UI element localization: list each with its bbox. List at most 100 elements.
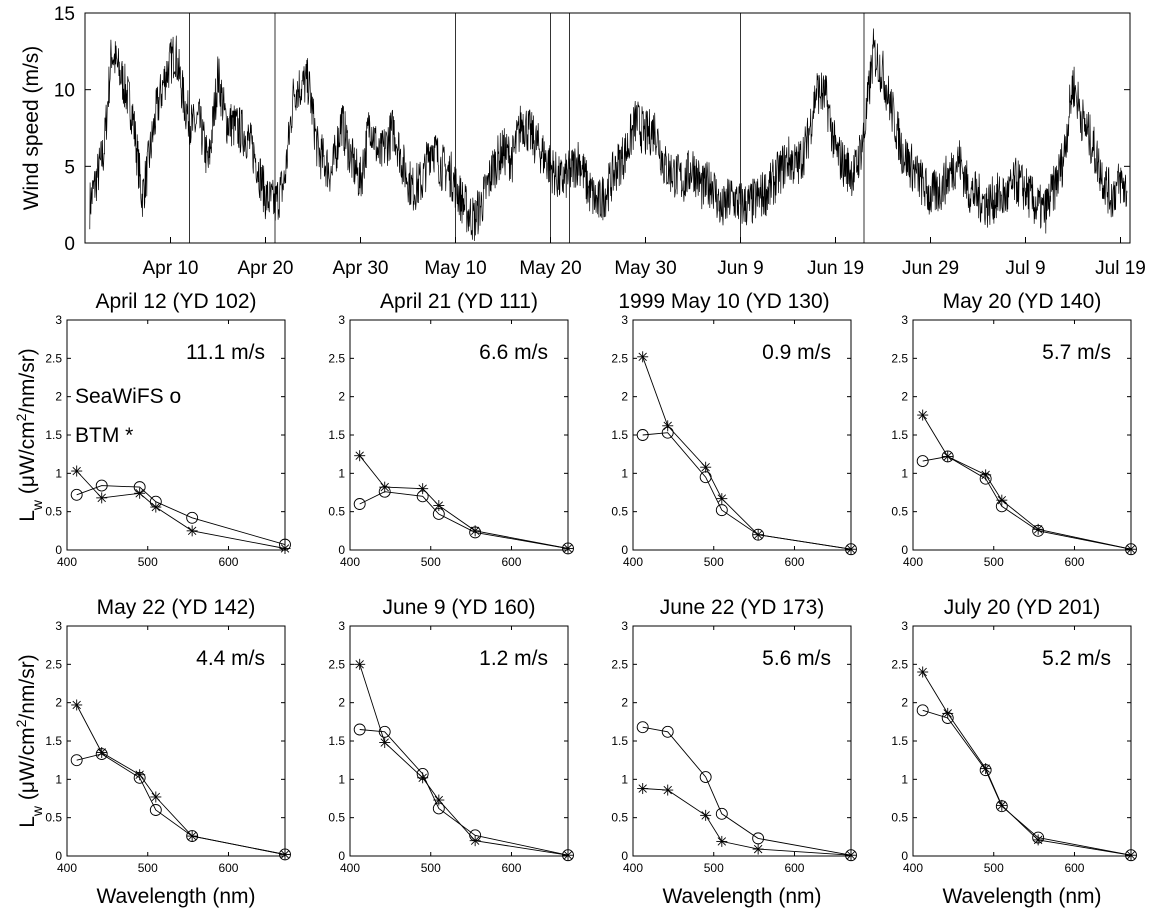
x-axis-label: Wavelength (nm) [96,885,255,908]
seawifs-point [661,725,674,738]
y-tick-label: 0 [338,543,345,557]
btm-point [845,849,857,861]
spectrum-chart-2: 0 0.5 1 1.5 2 2.5 3 400 500 600 April 21 (YD 111) 6… [328,290,574,569]
y-tick-label: 1 [901,466,908,480]
seawifs-line [359,729,569,856]
btm-point [469,835,481,847]
btm-point [716,835,728,847]
btm-point-stroke [187,526,197,536]
y-tick-label: 1 [338,772,345,786]
btm-line [359,455,569,549]
x-tick-label: 600 [501,555,521,569]
btm-point-stroke [1126,851,1136,860]
btm-point [279,542,291,554]
btm-point [845,543,857,555]
y-tick-label: 0 [901,543,908,557]
panel-title: April 12 (YD 102) [95,290,256,313]
btm-point-stroke [434,795,444,805]
btm-point [150,791,162,803]
btm-point [279,848,291,860]
btm-point-stroke [981,470,990,480]
y-tick-label: 3 [901,313,908,327]
y-axis-label: Wind speed (m/s) [20,46,43,211]
x-tick-label: 600 [784,555,804,569]
x-tick-label: 400 [340,555,360,569]
btm-point-stroke [717,494,727,503]
btm-point [71,465,83,477]
seawifs-point [636,429,649,441]
x-tick-label: Jun 19 [807,258,864,279]
y-axis-label-part: w [29,499,45,511]
btm-line [642,788,852,856]
y-tick-label: 3 [338,313,345,327]
y-tick-label: 1 [901,772,908,786]
wind-speed-chart: 0 5 10 15 Apr 10 Apr 20 Apr 30 May 10 May 20 May … [20,4,1146,279]
x-tick-label: 600 [784,861,804,875]
y-tick-label: 2.5 [45,657,62,671]
y-tick-label: 1.5 [328,428,345,442]
seawifs-point [916,704,929,717]
seawifs-point [95,479,108,492]
btm-point [469,525,481,537]
btm-point [917,666,929,678]
btm-point [186,830,198,842]
seawifs-line [359,491,569,549]
btm-point [942,707,954,719]
btm-point [917,409,929,421]
x-tick-label: 600 [501,861,521,875]
btm-point-stroke [563,851,573,860]
btm-point [1032,523,1044,535]
btm-point-stroke [638,352,647,362]
y-tick-label: 10 [54,81,75,102]
btm-point [996,799,1008,811]
y-tick-label: 3 [55,619,62,633]
wind-speed-annotation: 5.7 m/s [1042,341,1111,364]
seawifs-point [715,807,728,820]
btm-point-stroke [151,502,161,512]
legend-entry: SeaWiFS o [75,385,181,408]
seawifs-point [70,754,83,767]
btm-line [76,470,286,549]
x-tick-label: 600 [1064,861,1084,875]
spectrum-chart-3: 0 0.5 1 1.5 2 2.5 3 400 500 600 1999 May 10 (YD 13… [611,290,857,569]
seawifs-point [636,721,649,734]
btm-point [700,461,712,473]
y-tick-label: 2.5 [611,657,628,671]
btm-point-stroke [981,764,990,773]
btm-point [433,794,445,806]
y-tick-label: 2 [338,696,345,710]
btm-point [662,420,674,432]
btm-point [150,501,162,513]
y-tick-label: 0.5 [611,811,628,825]
x-tick-label: 600 [1064,555,1084,569]
y-tick-label: 2 [621,390,628,404]
btm-point-stroke [418,484,427,493]
y-tick-label: 0 [338,849,345,863]
y-tick-label: 15 [54,4,75,25]
btm-point-stroke [151,792,161,802]
seawifs-line [76,753,286,855]
seawifs-point [186,511,199,524]
y-tick-label: 0.5 [328,505,345,519]
wind-speed-annotation: 4.4 m/s [196,647,265,670]
spectrum-chart-1: 0 0.5 1 1.5 2 2.5 3 400 500 600 April 12 (YD 102) 1… [13,290,291,569]
btm-point [752,529,764,541]
y-tick-label: 0 [55,543,62,557]
y-tick-label: 0.5 [328,811,345,825]
btm-point [752,843,764,855]
btm-point-stroke [943,709,952,718]
btm-point-stroke [1033,835,1043,845]
btm-point-stroke [753,530,763,539]
btm-point-stroke [355,451,364,460]
btm-line [359,664,569,856]
btm-point-stroke [717,837,727,846]
y-axis-label-part: /nm/sr) [16,654,39,719]
wind-speed-annotation: 6.6 m/s [479,341,548,364]
btm-line [922,414,1132,550]
btm-point [354,450,366,462]
x-axis-label: Wavelength (nm) [662,885,821,908]
y-tick-label: 1.5 [611,428,628,442]
x-tick-label: 500 [704,861,724,875]
seawifs-point [699,771,712,783]
